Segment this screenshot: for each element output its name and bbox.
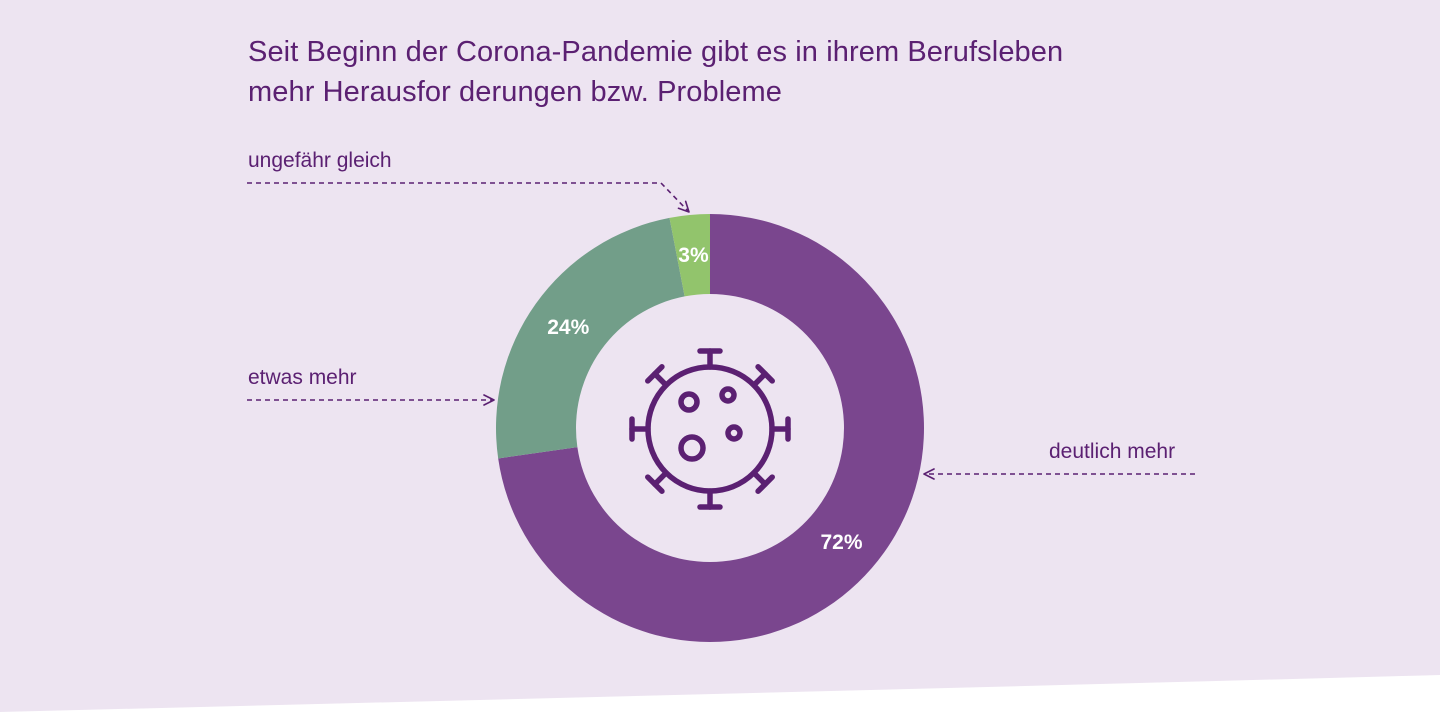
callout-line-ungefaehr-gleich [247, 182, 690, 213]
chart-title: Seit Beginn der Corona-Pandemie gibt es … [248, 32, 1248, 112]
virus-icon [629, 348, 791, 510]
slice-label-ungefaehr-gleich: 3% [678, 244, 709, 267]
callout-lines [247, 182, 1195, 480]
callout-label-etwas-mehr: etwas mehr [248, 366, 357, 389]
slice-etwas-mehr [496, 217, 685, 459]
chart-title-line-2: mehr Herausfor derungen bzw. Probleme [248, 76, 783, 108]
slice-label-deutlich-mehr: 72% [820, 531, 862, 554]
slice-deutlich-mehr [498, 214, 924, 642]
callout-label-ungefaehr-gleich: ungefähr gleich [248, 149, 392, 172]
slice-label-etwas-mehr: 24% [547, 316, 589, 339]
slice-value-labels: 72% 24% 3% [547, 244, 863, 554]
donut-slices [496, 214, 924, 642]
bottom-wave [0, 675, 1440, 717]
chart-title-line-1: Seit Beginn der Corona-Pandemie gibt es … [248, 36, 1064, 68]
slice-ungefaehr-gleich [669, 214, 710, 297]
callout-label-deutlich-mehr: deutlich mehr [1049, 440, 1176, 463]
